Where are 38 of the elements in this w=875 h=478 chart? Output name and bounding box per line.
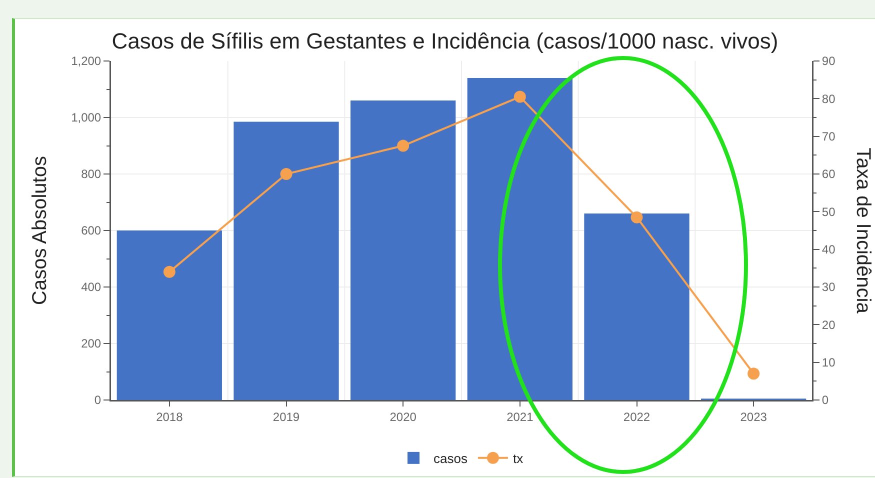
legend-label: tx bbox=[512, 450, 524, 466]
point bbox=[514, 90, 526, 103]
y2-tick-label: 10 bbox=[822, 356, 836, 370]
y2-tick-label: 20 bbox=[822, 318, 836, 332]
point bbox=[163, 266, 176, 278]
y2-tick-label: 0 bbox=[822, 393, 829, 408]
point bbox=[280, 168, 292, 180]
y2-tick-label: 40 bbox=[822, 242, 836, 257]
x-tick-label: 2018 bbox=[156, 410, 184, 424]
y-tick-label: 600 bbox=[81, 224, 102, 238]
y-tick-label: 400 bbox=[81, 280, 102, 294]
y2-tick-label: 30 bbox=[822, 280, 836, 294]
y-axis-title: Casos Absolutos bbox=[28, 156, 51, 305]
bar bbox=[350, 100, 456, 400]
y2-tick-label: 90 bbox=[822, 54, 836, 68]
x-tick-label: 2020 bbox=[390, 410, 417, 424]
y2-axis-title: Taxa de Incidência bbox=[852, 148, 874, 314]
legend-label: casos bbox=[434, 450, 468, 466]
y-tick-label: 1,200 bbox=[71, 54, 102, 68]
y2-tick-label: 60 bbox=[822, 167, 836, 182]
bar bbox=[234, 122, 339, 400]
x-tick-label: 2023 bbox=[740, 410, 768, 424]
bar bbox=[116, 230, 222, 400]
point bbox=[748, 368, 760, 380]
x-tick-label: 2022 bbox=[623, 410, 650, 424]
x-tick-label: 2019 bbox=[272, 410, 300, 424]
y-tick-label: 800 bbox=[81, 167, 102, 182]
point bbox=[630, 211, 643, 224]
y2-tick-label: 70 bbox=[822, 130, 836, 144]
x-tick-label: 2021 bbox=[506, 410, 534, 424]
y2-tick-label: 80 bbox=[822, 92, 836, 106]
y2-tick-label: 50 bbox=[822, 204, 836, 219]
y-tick-label: 200 bbox=[81, 336, 102, 351]
y-tick-label: 0 bbox=[94, 393, 102, 408]
y-tick-label: 1,000 bbox=[71, 110, 102, 125]
bar bbox=[584, 214, 690, 400]
chart-title: Casos de Sífilis em Gestantes e Incidência (casos/1000 nasc. vivos) bbox=[112, 28, 778, 54]
point bbox=[397, 140, 410, 152]
